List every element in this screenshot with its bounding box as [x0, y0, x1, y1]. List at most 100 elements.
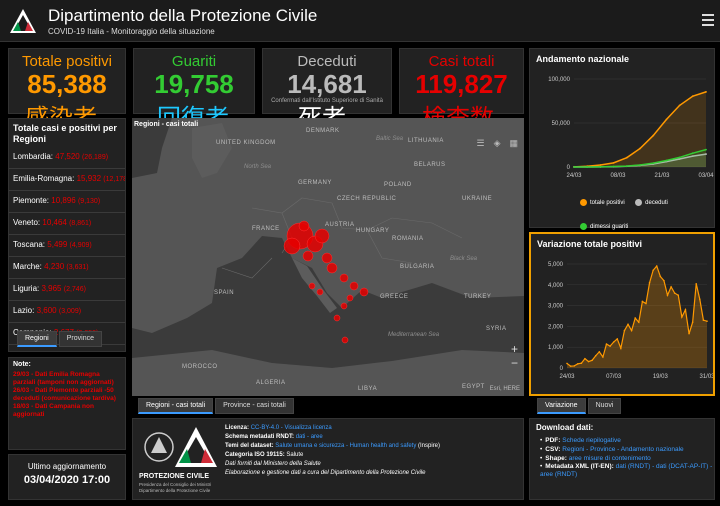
data-point [706, 320, 708, 322]
data-point [678, 156, 681, 159]
tab-province[interactable]: Province [58, 331, 102, 347]
data-point [648, 281, 651, 284]
temi-link[interactable]: Salute umana e sicurezza - Human health … [275, 443, 417, 449]
legend-deceduti: deceduti [635, 199, 668, 206]
y-tick-label: 5,000 [548, 262, 564, 268]
data-point [678, 104, 681, 107]
data-point [645, 302, 647, 305]
kpi-totale-positivi: Totale positivi 85,388 [8, 48, 126, 114]
download-metadata-link[interactable]: dati (RNDT) - dati (DCAT-AP-IT) - aree (… [540, 463, 713, 478]
temi-label: Temi del dataset: [225, 443, 274, 449]
regions-panel: Totale casi e positivi per Regioni Lomba… [8, 118, 126, 352]
region-row[interactable]: Marche: 4,230 (3,631) [9, 257, 125, 279]
data-point [691, 155, 694, 157]
region-total: 47,520 [55, 152, 80, 161]
variazione-line [566, 264, 708, 367]
data-point [576, 363, 579, 365]
region-list[interactable]: Lombardia: 47,520 (26,189) Emilia-Romagna… [9, 147, 125, 351]
info-panel: PROTEZIONE CIVILE Presidenza del Consigl… [132, 418, 524, 500]
tab-regioni-casi-totali[interactable]: Regioni - casi totali [138, 398, 214, 414]
protezione-civile-logo [10, 9, 36, 33]
protezione-civile-logo-large [144, 427, 217, 467]
grid-icon[interactable]: ▦ [509, 138, 518, 148]
region-positive: (3,009) [58, 308, 82, 315]
licenza-link[interactable]: CC-BY-4.0 - Visualizza licenza [250, 425, 332, 431]
andamento-chart[interactable]: 0 50,000 100,000 24/03 08/03 21/03 03/04 [530, 69, 716, 189]
region-name: Liguria: [13, 284, 40, 293]
region-row[interactable]: Veneto: 10,464 (8,861) [9, 213, 125, 235]
sea-label: Baltic Sea [376, 136, 404, 142]
map-view[interactable]: Regioni - casi totali ☰ ◈ ▦ UNITED KINGD… [132, 118, 524, 396]
andamento-panel: Andamento nazionale 0 50,000 100,000 24/03 0… [529, 48, 716, 230]
region-total: 3,965 [41, 284, 62, 293]
layers-icon[interactable]: ◈ [493, 138, 501, 148]
app-subtitle: COVID-19 Italia - Monitoraggio della sit… [48, 27, 215, 36]
region-row[interactable]: Liguria: 3,965 (2,746) [9, 279, 125, 301]
regions-panel-title: Totale casi e positivi per Regioni [13, 123, 117, 144]
menu-icon[interactable] [702, 14, 714, 26]
data-point [634, 317, 637, 319]
tab-nuovi[interactable]: Nuovi [587, 398, 622, 414]
andamento-title: Andamento nazionale [536, 54, 630, 64]
map-label: UKRAINE [462, 196, 493, 202]
download-shape-link[interactable]: aree misure di contenimento [568, 455, 651, 462]
region-row[interactable]: Lombardia: 47,520 (26,189) [9, 147, 125, 169]
download-csv-link[interactable]: Regioni - Province - Andamento nazionale [562, 446, 684, 453]
categoria-value: Salute [286, 452, 304, 458]
zoom-out-button[interactable]: − [510, 356, 518, 370]
region-total: 10,896 [51, 196, 76, 205]
data-point [666, 294, 669, 296]
data-point [580, 362, 583, 365]
region-positive: (8,861) [69, 220, 92, 227]
data-point [639, 147, 641, 150]
y-tick-label: 0 [567, 165, 571, 171]
last-update-panel: Ultimo aggiornamento 03/04/2020 17:00 [8, 454, 126, 500]
data-point [591, 359, 593, 362]
map-label: UNITED KINGDOM [216, 140, 276, 146]
y-tick-label: 50,000 [552, 121, 571, 127]
list-icon[interactable]: ☰ [476, 138, 485, 148]
tab-variazione[interactable]: Variazione [537, 398, 586, 414]
map-label: MOROCCO [182, 364, 218, 370]
data-point [569, 365, 572, 367]
x-tick-label: 21/03 [654, 173, 670, 179]
download-panel: Download dati: PDF: Schede riepilogative… [529, 418, 715, 500]
variazione-area [567, 266, 707, 368]
data-point [573, 365, 575, 367]
download-metadata: Metadata XML (IT-EN): dati (RNDT) - dati… [530, 463, 714, 479]
schema-link[interactable]: dati - aree [295, 434, 323, 440]
download-csv: CSV: Regioni - Province - Andamento nazi… [530, 445, 714, 454]
download-pdf-link[interactable]: Schede riepilogative [562, 437, 621, 444]
data-point [566, 362, 568, 365]
tab-regioni[interactable]: Regioni [17, 331, 57, 347]
region-row[interactable]: Emilia-Romagna: 15,932 (12,178) [9, 169, 125, 191]
tab-province-casi-totali[interactable]: Province - casi totali [215, 398, 294, 414]
region-name: Toscana: [13, 240, 46, 249]
data-point [612, 161, 615, 164]
data-point [616, 338, 619, 340]
data-point [705, 148, 707, 151]
data-point [677, 294, 680, 296]
zoom-in-button[interactable]: + [510, 342, 518, 356]
map-label: ALGERIA [256, 380, 286, 386]
region-row[interactable]: Toscana: 5,499 (4,909) [9, 235, 125, 257]
data-point [673, 292, 676, 294]
data-point [609, 345, 611, 347]
y-tick-label: 3,000 [548, 304, 564, 310]
variazione-chart[interactable]: 0 1,000 2,000 3,000 4,000 5,000 24/03 07/03 19/0… [531, 254, 713, 394]
y-tick-label: 2,000 [548, 324, 564, 330]
data-point [586, 166, 589, 168]
map-label: LITHUANIA [408, 138, 444, 144]
case-bubbles[interactable] [132, 118, 524, 396]
data-point [627, 323, 629, 326]
region-total: 5,499 [47, 240, 68, 249]
map-title: Regioni - casi totali [134, 121, 199, 128]
kpi-label: Casi totali [428, 53, 495, 70]
region-row[interactable]: Puglia: 2,182 (1,949) [9, 345, 125, 351]
region-row[interactable]: Lazio: 3,600 (3,009) [9, 301, 125, 323]
region-row[interactable]: Piemonte: 10,896 (9,130) [9, 191, 125, 213]
data-point [605, 343, 608, 345]
region-positive: (12,178) [103, 176, 125, 183]
data-point [584, 357, 586, 360]
data-point [691, 95, 694, 98]
